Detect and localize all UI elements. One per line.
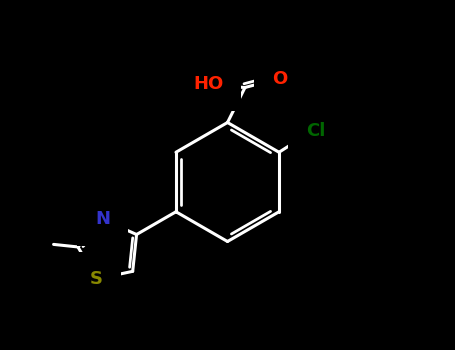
Text: Cl: Cl — [306, 122, 326, 140]
Text: O: O — [273, 70, 288, 88]
Text: N: N — [95, 210, 110, 229]
Text: S: S — [90, 270, 103, 288]
Text: HO: HO — [193, 75, 223, 93]
